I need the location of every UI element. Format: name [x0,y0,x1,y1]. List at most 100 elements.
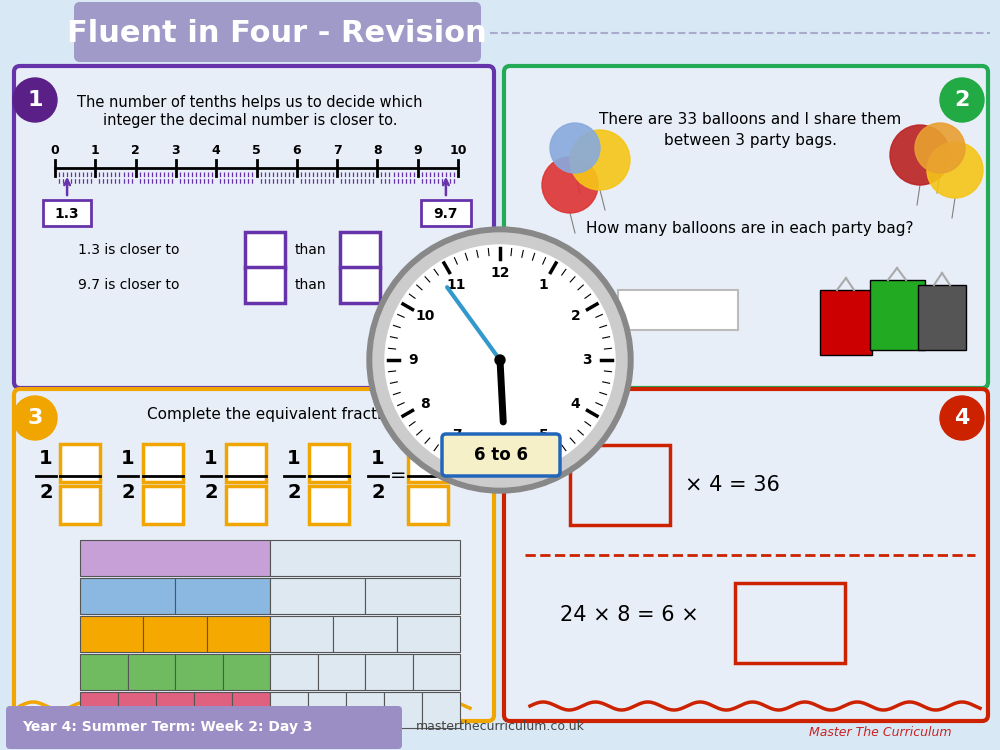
FancyBboxPatch shape [74,2,481,62]
Text: 5: 5 [252,143,261,157]
Bar [175,654,222,690]
Bar [156,692,194,728]
Bar [232,692,270,728]
Bar [43,200,91,226]
Bar [226,444,266,482]
Text: 7: 7 [452,428,461,442]
Bar [175,578,270,614]
Text: 6: 6 [495,440,505,454]
Bar [309,444,349,482]
Text: =: = [390,466,406,485]
Text: 3: 3 [172,143,180,157]
Text: 2: 2 [570,310,580,323]
Bar [333,616,397,652]
Bar [570,445,670,525]
Text: =: = [306,466,322,485]
Circle shape [13,396,57,440]
Circle shape [367,227,633,493]
Bar [309,486,349,524]
Text: 1: 1 [39,448,53,467]
FancyBboxPatch shape [442,434,560,476]
Circle shape [927,142,983,198]
Bar [80,654,128,690]
Circle shape [940,78,984,122]
FancyBboxPatch shape [504,389,988,721]
Text: × 4 = 36: × 4 = 36 [685,475,780,495]
Bar [143,444,183,482]
Bar [870,280,925,350]
Text: 2: 2 [121,482,135,502]
Text: Year 4: Summer Term: Week 2: Day 3: Year 4: Summer Term: Week 2: Day 3 [22,720,312,734]
Bar [226,486,266,524]
Text: than: than [295,278,327,292]
Circle shape [542,157,598,213]
Bar [143,486,183,524]
Bar [128,654,175,690]
Circle shape [890,125,950,185]
Bar [384,692,422,728]
Text: 12: 12 [490,266,510,280]
Bar [618,290,738,330]
Text: 9: 9 [408,353,418,367]
Bar [735,583,845,663]
Bar [422,692,460,728]
Circle shape [915,123,965,173]
Text: 1: 1 [287,448,301,467]
Bar [270,654,318,690]
Text: 1: 1 [121,448,135,467]
Bar [346,692,384,728]
Bar [340,232,380,268]
Text: 5: 5 [539,428,548,442]
Text: 2: 2 [204,482,218,502]
Text: 4: 4 [570,397,580,410]
Bar [60,444,100,482]
Bar [408,444,448,482]
Bar [143,616,207,652]
Text: 1.3 is closer to: 1.3 is closer to [78,243,180,257]
Text: 1: 1 [539,278,548,292]
Text: There are 33 balloons and I share them: There are 33 balloons and I share them [599,112,901,128]
Bar [222,654,270,690]
Text: 4: 4 [212,143,221,157]
Text: 3: 3 [27,408,43,428]
Text: =: = [140,466,156,485]
Text: 11: 11 [447,278,466,292]
Bar [318,654,365,690]
FancyBboxPatch shape [14,389,494,721]
Text: 24 × 8 = 6 ×: 24 × 8 = 6 × [560,605,699,625]
Bar [270,578,365,614]
Text: =: = [223,466,239,485]
Text: 1: 1 [91,143,100,157]
Text: 6: 6 [292,143,301,157]
Text: 9.7: 9.7 [434,207,458,221]
Text: 2: 2 [39,482,53,502]
Text: 1: 1 [27,90,43,110]
Bar [270,692,308,728]
Text: 1: 1 [371,448,385,467]
Bar [308,692,346,728]
Text: 8: 8 [420,397,430,410]
Bar [421,200,471,226]
Circle shape [373,233,627,487]
Text: How many balloons are in each party bag?: How many balloons are in each party bag? [586,220,914,236]
Text: between 3 party bags.: between 3 party bags. [664,133,836,148]
Text: 1: 1 [204,448,218,467]
Text: integer the decimal number is closer to.: integer the decimal number is closer to. [103,112,397,128]
Circle shape [940,396,984,440]
FancyBboxPatch shape [14,66,494,388]
Text: Fluent in Four - Revision: Fluent in Four - Revision [67,19,487,47]
Bar [80,578,175,614]
Text: Complete the equivalent fractions.: Complete the equivalent fractions. [147,407,413,422]
Circle shape [570,130,630,190]
Text: 2: 2 [287,482,301,502]
Circle shape [13,78,57,122]
Circle shape [550,123,600,173]
Bar [207,616,270,652]
Bar [408,486,448,524]
Circle shape [385,245,615,475]
Text: 9.7 is closer to: 9.7 is closer to [78,278,180,292]
Bar [245,267,285,303]
Bar [80,616,143,652]
Text: than: than [295,243,327,257]
Bar [80,692,118,728]
